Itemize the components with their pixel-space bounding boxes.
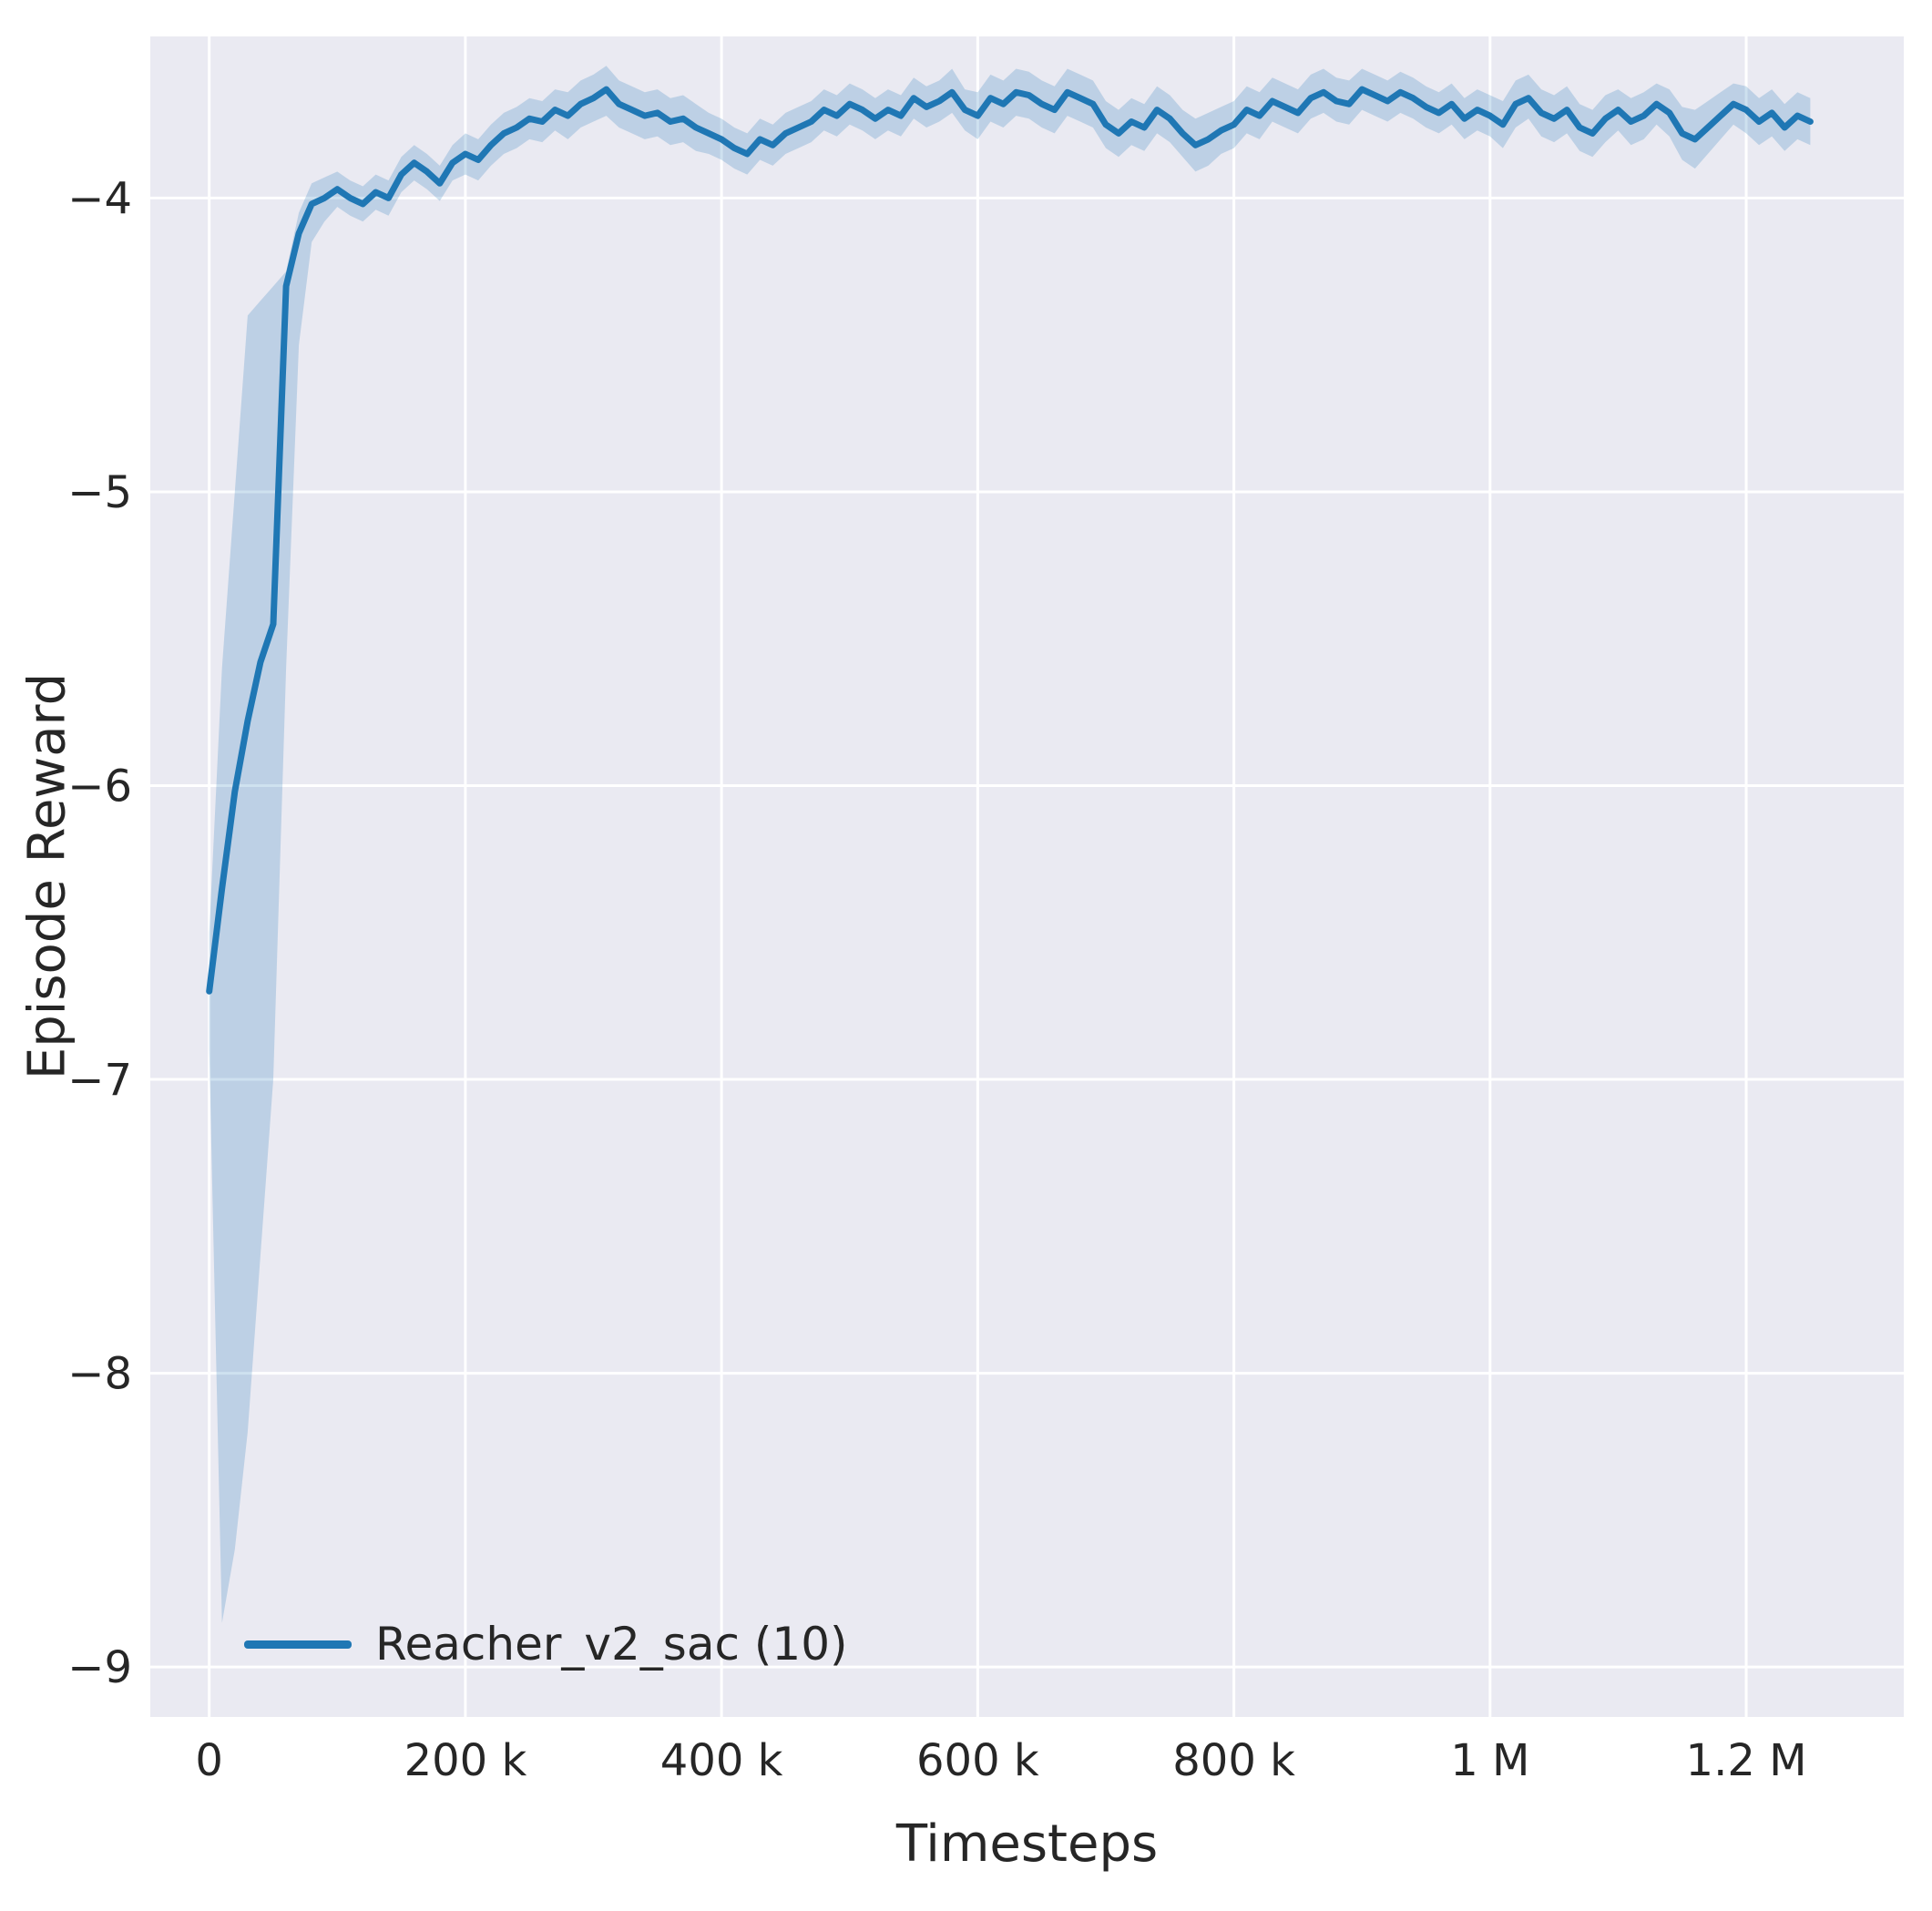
y-tick-label: −5: [67, 467, 132, 518]
x-tick-label: 1 M: [1450, 1735, 1529, 1786]
x-tick-label: 200 k: [404, 1735, 527, 1786]
y-tick-label: −6: [67, 761, 132, 812]
plot-background: [150, 36, 1904, 1717]
legend: Reacher_v2_sac (10): [244, 1618, 848, 1671]
x-tick-label: 0: [195, 1735, 223, 1786]
y-tick-label: −8: [67, 1349, 132, 1400]
x-tick-label: 600 k: [916, 1735, 1039, 1786]
x-tick-label: 400 k: [660, 1735, 783, 1786]
y-tick-label: −7: [67, 1055, 132, 1106]
y-axis-label: Episode Reward: [17, 672, 77, 1080]
x-tick-label: 800 k: [1172, 1735, 1295, 1786]
x-axis-label: Timesteps: [895, 1814, 1159, 1874]
legend-label: Reacher_v2_sac (10): [375, 1618, 848, 1671]
y-tick-label: −4: [67, 173, 132, 224]
y-tick-label: −9: [67, 1642, 132, 1693]
x-tick-label: 1.2 M: [1686, 1735, 1807, 1786]
legend-line-swatch: [244, 1640, 352, 1649]
reward-line: [206, 86, 1814, 995]
